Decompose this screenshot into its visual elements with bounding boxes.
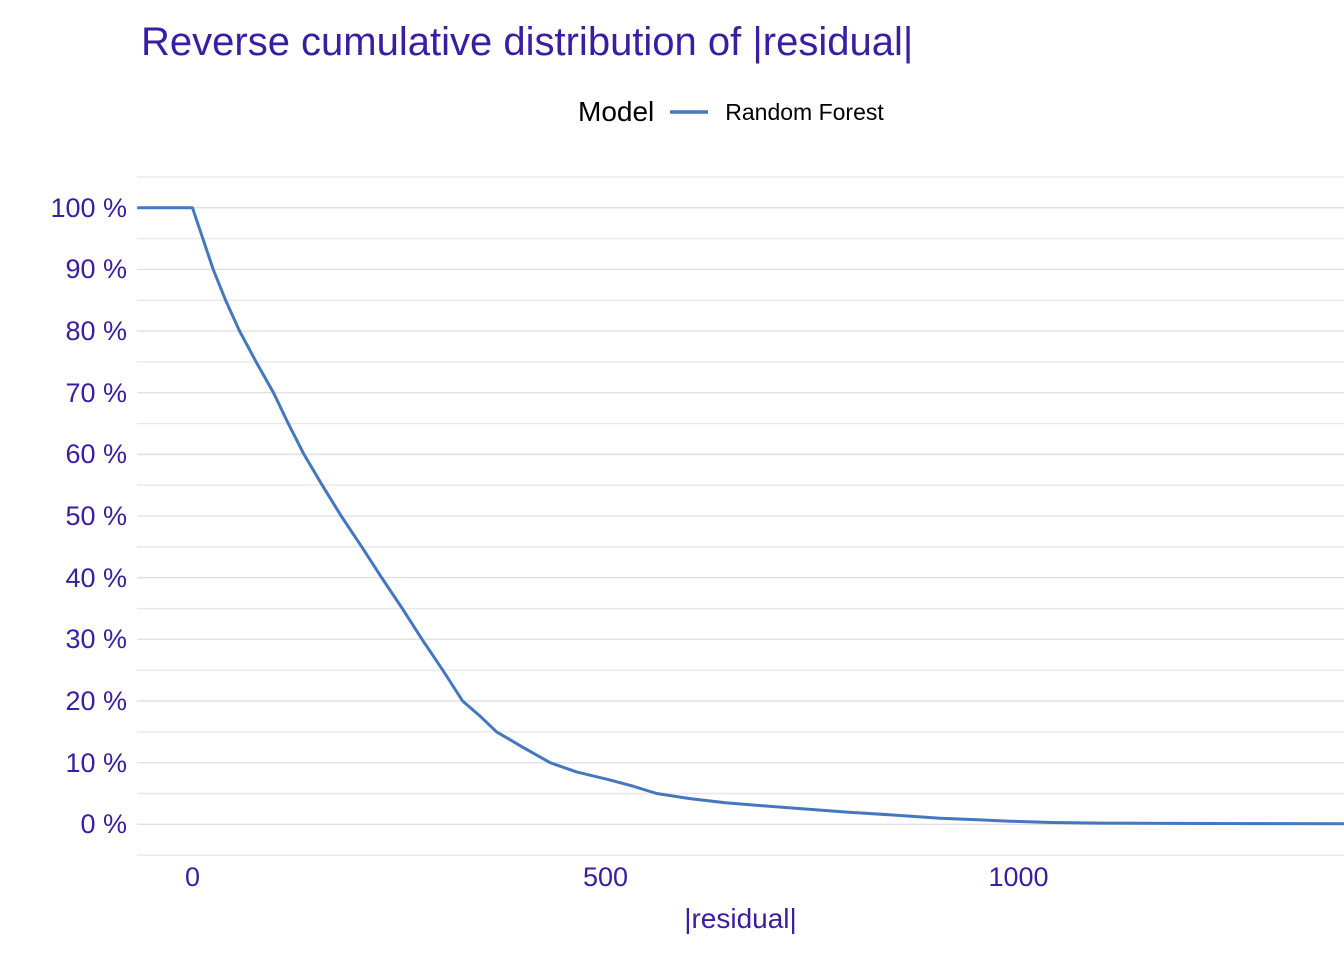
plot-panel xyxy=(137,176,1344,857)
legend-line-swatch-icon xyxy=(670,110,709,114)
y-axis-tick-labels: 0 % 10 % 20 % 30 % 40 % 50 % 60 % 70 % 80 % 90 % 1… xyxy=(0,176,127,857)
x-tick-label: 500 xyxy=(582,862,629,892)
y-tick-label: 60 % xyxy=(65,439,127,470)
legend-item-label: Random Forest xyxy=(725,98,884,125)
y-tick-label: 0 % xyxy=(80,809,127,840)
y-tick-label: 10 % xyxy=(65,747,127,778)
series-line-random-forest xyxy=(137,206,1344,826)
y-tick-label: 50 % xyxy=(65,501,127,532)
y-tick-label: 40 % xyxy=(65,562,127,593)
legend-item: Random Forest xyxy=(669,99,884,126)
x-axis-title: |residual| xyxy=(684,903,797,934)
y-tick-label: 70 % xyxy=(65,377,127,408)
y-tick-label: 80 % xyxy=(65,316,127,347)
legend: Model Random Forest xyxy=(578,94,884,130)
y-tick-label: 100 % xyxy=(50,192,127,223)
y-tick-label: 90 % xyxy=(65,254,127,285)
y-tick-label: 30 % xyxy=(65,624,127,655)
legend-title: Model xyxy=(578,96,655,127)
x-tick-label: 1000 xyxy=(988,862,1049,892)
x-axis-tick-labels: 0 500 1000 xyxy=(137,864,1344,894)
y-tick-label: 20 % xyxy=(65,686,127,716)
x-tick-label: 0 xyxy=(185,862,201,892)
plot-title: Reverse cumulative distribution of |resi… xyxy=(141,20,914,64)
chart-canvas xyxy=(137,176,1344,856)
